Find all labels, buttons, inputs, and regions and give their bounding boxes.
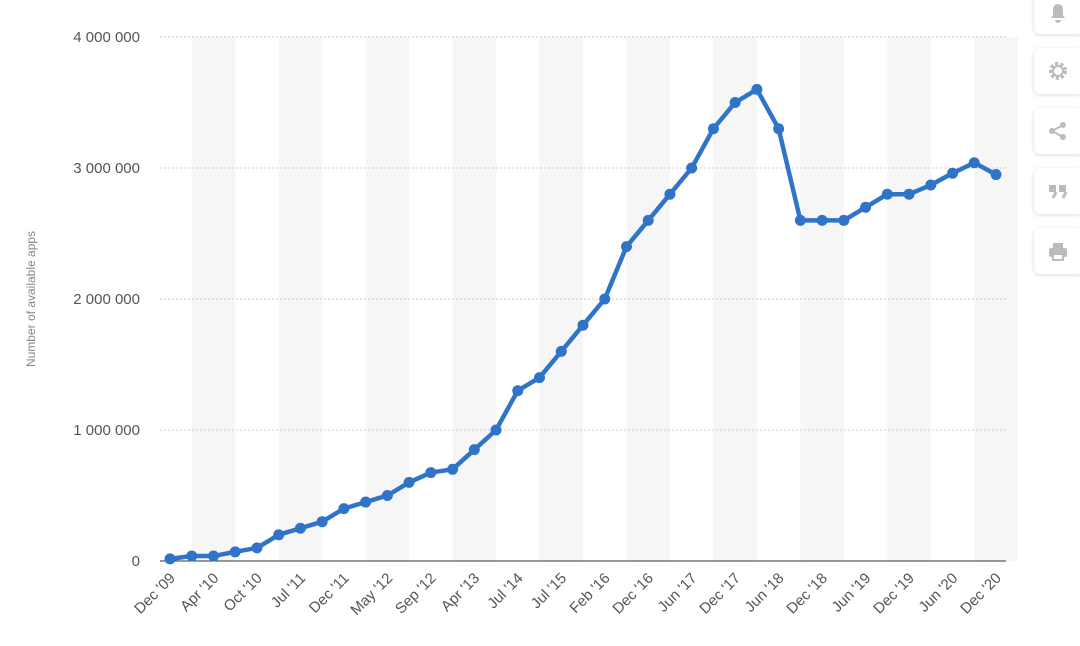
data-point <box>620 241 632 253</box>
data-point <box>816 214 828 226</box>
data-point <box>381 490 393 501</box>
data-point <box>773 123 785 135</box>
data-point <box>729 97 741 108</box>
data-point <box>642 214 654 226</box>
chart: Number of available apps 0 1 000 000 2 000… <box>24 29 1006 619</box>
y-tick-label: 0 <box>132 553 140 570</box>
notification-button[interactable] <box>1034 0 1080 34</box>
data-point <box>316 516 328 528</box>
data-point <box>794 214 806 226</box>
x-tick-label: Dec '17 <box>696 570 744 618</box>
data-point <box>164 553 176 565</box>
x-tick-label: Dec '18 <box>783 570 831 618</box>
data-point <box>599 293 611 305</box>
data-point <box>207 550 219 562</box>
x-tick-label: Apr '13 <box>438 570 483 615</box>
data-point <box>360 496 372 508</box>
x-tick-label: Jun '17 <box>655 570 701 616</box>
y-tick-label: 2 000 000 <box>73 291 140 308</box>
y-tick-label: 3 000 000 <box>73 160 140 177</box>
data-point <box>273 529 285 541</box>
x-tick-label: Jun '20 <box>915 570 961 616</box>
x-tick-label: Sep '12 <box>392 570 440 618</box>
data-point <box>490 424 502 436</box>
data-point <box>534 372 546 384</box>
data-point <box>512 385 524 397</box>
data-point <box>425 467 437 479</box>
x-tick-label: Jul '11 <box>268 570 310 612</box>
cite-button[interactable] <box>1034 168 1080 214</box>
data-point <box>468 444 480 456</box>
data-point <box>860 201 872 213</box>
data-point <box>555 345 567 357</box>
data-point <box>947 167 959 179</box>
x-tick-label: May '12 <box>347 570 396 619</box>
data-point <box>664 188 676 200</box>
y-axis-label: Number of available apps <box>24 231 38 367</box>
data-point <box>881 188 893 200</box>
x-tick-label: Dec '20 <box>957 570 1005 618</box>
x-tick-label: Jun '19 <box>829 570 875 616</box>
x-tick-label: Jul '14 <box>484 570 526 612</box>
data-point <box>251 542 263 554</box>
data-point <box>577 319 589 331</box>
x-tick-label: Feb '16 <box>566 570 613 617</box>
data-point <box>707 123 719 135</box>
data-point <box>686 162 698 174</box>
settings-button[interactable] <box>1034 48 1080 94</box>
x-tick-label: Dec '11 <box>306 570 353 617</box>
data-point <box>968 157 980 169</box>
data-point <box>229 546 241 558</box>
x-tick-label: Jul '15 <box>528 570 570 612</box>
data-point <box>990 169 1002 181</box>
x-tick-label: Jun '18 <box>742 570 788 616</box>
data-point <box>403 476 415 488</box>
data-point <box>447 463 459 475</box>
y-tick-label: 1 000 000 <box>73 422 140 439</box>
x-tick-label: Dec '16 <box>609 570 657 618</box>
share-button[interactable] <box>1034 108 1080 154</box>
x-tick-label: Dec '19 <box>870 570 918 618</box>
print-button[interactable] <box>1034 228 1080 274</box>
data-point <box>903 188 915 200</box>
x-tick-label: Apr '10 <box>177 570 222 615</box>
background-band <box>713 37 757 561</box>
data-point <box>338 503 350 515</box>
data-point <box>186 550 198 562</box>
data-point <box>838 214 850 226</box>
x-tick-label: Dec '09 <box>131 570 179 618</box>
data-point <box>294 522 306 534</box>
data-point <box>751 83 763 95</box>
data-point <box>925 179 937 191</box>
y-tick-label: 4 000 000 <box>73 29 140 46</box>
x-tick-label: Oct '10 <box>220 570 265 615</box>
